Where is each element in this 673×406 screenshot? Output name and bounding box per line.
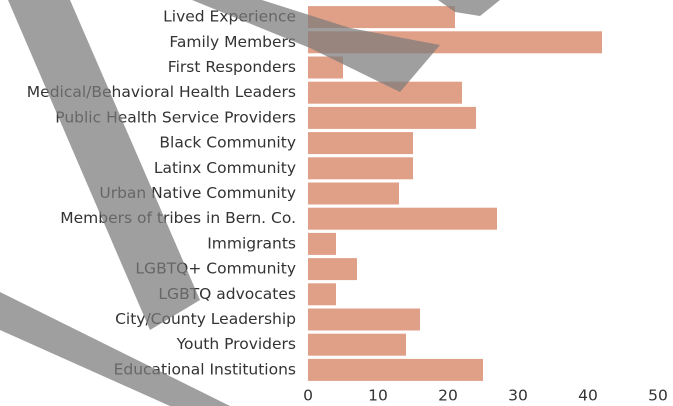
- y-tick-label: Members of tribes in Bern. Co.: [60, 209, 296, 227]
- y-tick-label: Latinx Community: [154, 159, 296, 177]
- x-tick-label: 30: [508, 387, 528, 405]
- y-tick-label: Youth Providers: [176, 335, 296, 353]
- bar: [308, 207, 497, 230]
- y-tick-label: First Responders: [168, 58, 296, 76]
- bar: [308, 106, 476, 129]
- overlay-arrow: [192, 0, 440, 92]
- y-tick-label: City/County Leadership: [115, 310, 296, 328]
- x-tick-label: 20: [438, 387, 458, 405]
- bar: [308, 6, 455, 29]
- y-tick-label: Family Members: [169, 33, 296, 51]
- bar: [308, 358, 483, 381]
- bar: [308, 258, 357, 281]
- x-tick-label: 40: [578, 387, 598, 405]
- overlay-stripe: [0, 292, 230, 406]
- bar: [308, 56, 343, 79]
- overlay-shapes: [0, 0, 500, 406]
- bar: [308, 132, 413, 155]
- bar: [308, 283, 336, 306]
- bar: [308, 157, 413, 180]
- y-tick-label: Black Community: [159, 134, 296, 152]
- overlay-stripe: [438, 0, 500, 16]
- x-tick-label: 10: [368, 387, 388, 405]
- bar: [308, 182, 399, 205]
- y-tick-label: Immigrants: [207, 234, 296, 252]
- bar: [308, 308, 420, 331]
- overlay-stripe: [8, 0, 200, 330]
- x-tick-label: 0: [303, 387, 313, 405]
- bar: [308, 333, 406, 356]
- x-tick-label: 50: [648, 387, 668, 405]
- bar: [308, 232, 336, 255]
- bar: [308, 81, 462, 104]
